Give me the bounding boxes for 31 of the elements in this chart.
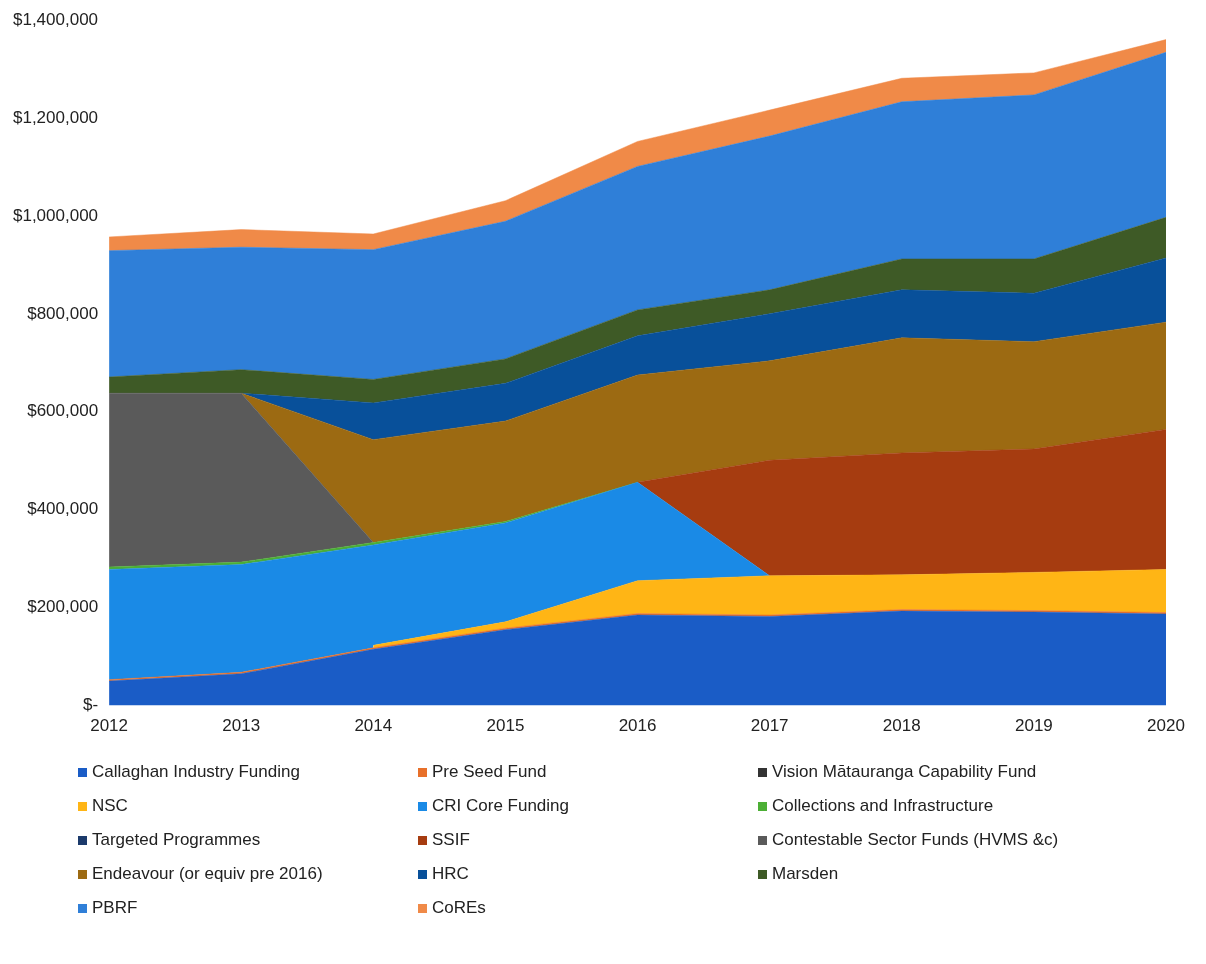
- y-tick-label: $400,000: [27, 499, 99, 519]
- x-tick-label: 2012: [90, 716, 128, 736]
- x-tick-label: 2015: [486, 716, 525, 736]
- y-tick-label: $200,000: [27, 597, 99, 617]
- x-tick-label: 2020: [1147, 716, 1185, 736]
- legend-label: CRI Core Funding: [432, 796, 570, 816]
- y-tick-label: $1,400,000: [12, 9, 99, 29]
- legend-label: Pre Seed Fund: [432, 762, 547, 782]
- legend-label: Endeavour (or equiv pre 2016): [92, 864, 323, 884]
- x-tick-label: 2014: [354, 716, 393, 736]
- legend-label: Targeted Programmes: [92, 830, 261, 850]
- legend-label: PBRF: [92, 898, 138, 918]
- y-tick-label: $-: [82, 695, 99, 715]
- legend-label: Callaghan Industry Funding: [92, 762, 300, 782]
- legend-label: Collections and Infrastructure: [772, 796, 994, 816]
- legend-label: SSIF: [432, 830, 470, 850]
- x-tick-label: 2013: [222, 716, 261, 736]
- legend-label: Marsden: [772, 864, 839, 884]
- x-tick-label: 2018: [882, 716, 921, 736]
- y-tick-label: $600,000: [27, 401, 99, 421]
- legend-label: Contestable Sector Funds (HVMS &c): [772, 830, 1059, 850]
- legend-label: HRC: [432, 864, 469, 884]
- legend-label: Vision Mātauranga Capability Fund: [772, 762, 1037, 782]
- x-tick-label: 2019: [1014, 716, 1053, 736]
- legend-label: CoREs: [432, 898, 486, 918]
- y-tick-label: $1,200,000: [12, 107, 99, 127]
- legend-label: NSC: [92, 796, 128, 816]
- y-tick-label: $1,000,000: [12, 205, 99, 225]
- x-tick-label: 2017: [750, 716, 789, 736]
- x-tick-label: 2016: [618, 716, 657, 736]
- y-tick-label: $800,000: [27, 303, 99, 323]
